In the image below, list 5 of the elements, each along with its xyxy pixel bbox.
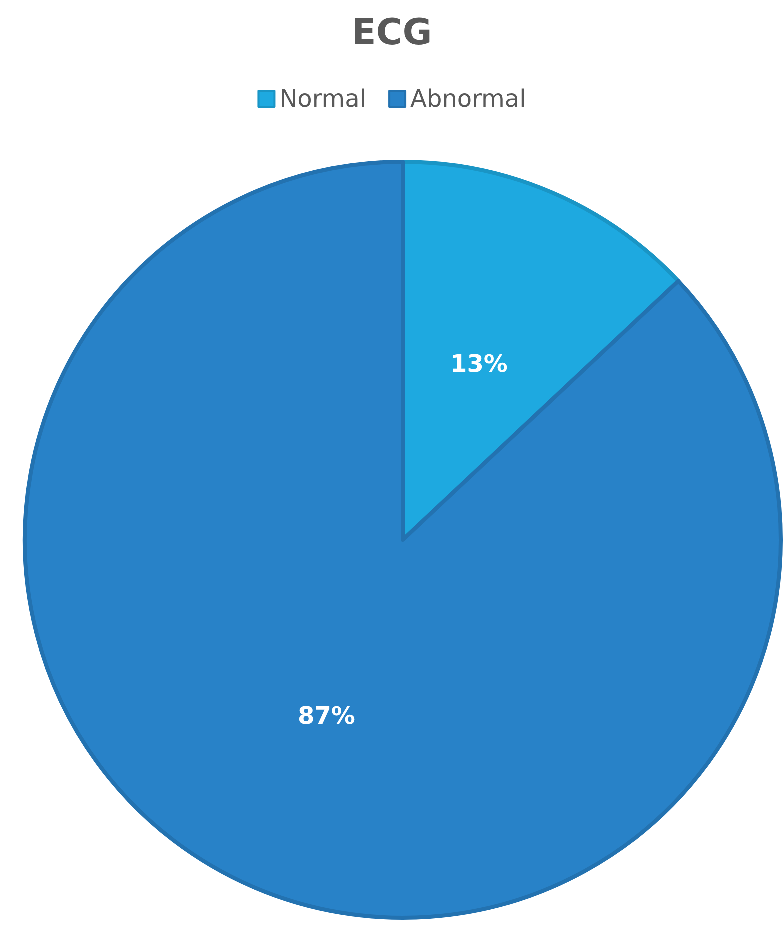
legend-label: Normal [280, 85, 367, 113]
chart-title: ECG [352, 12, 432, 54]
legend-label: Abnormal [410, 85, 526, 113]
data-label: 87% [298, 702, 356, 730]
data-label: 13% [450, 350, 508, 378]
